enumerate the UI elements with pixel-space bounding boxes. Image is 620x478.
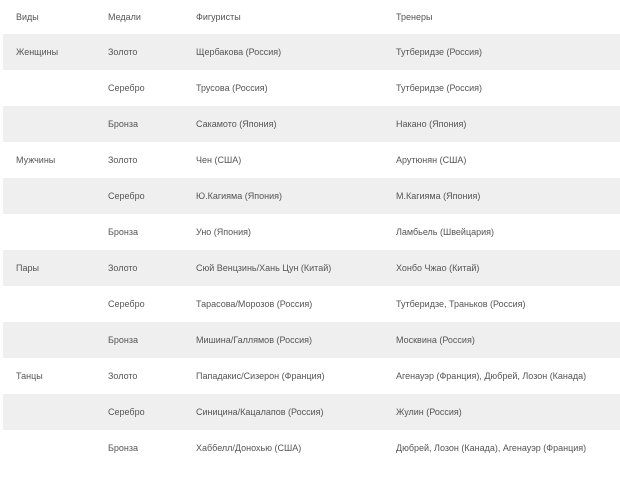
medal-cell: Золото: [108, 155, 138, 165]
medal-cell: Бронза: [108, 227, 139, 237]
table-row: Мужчины Золото Чен (США) Арутюнян (США): [3, 142, 620, 178]
skaters-cell: Трусова (Россия): [196, 83, 268, 93]
coaches-cell: Хонбо Чжао (Китай): [396, 250, 620, 286]
skaters-cell: Уно (Япония): [196, 227, 252, 237]
coaches-cell: Тутберидзе (Россия): [396, 83, 482, 93]
coaches-cell: Жулин (Россия): [396, 394, 620, 430]
header-medals: Медали: [108, 12, 141, 22]
discipline-cell: Пары: [3, 250, 108, 286]
table-row: Танцы Золото Пападакис/Сизерон (Франция) Аг…: [3, 358, 620, 394]
table-row: Бронза Хаббелл/Донохью (США) Дюбрей, Лозон…: [3, 430, 620, 466]
table-row: Серебро Тарасова/Морозов (Россия) Тутберид…: [3, 286, 620, 322]
coaches-cell: М.Кагияма (Япония): [396, 178, 620, 214]
coaches-cell: Дюбрей, Лозон (Канада), Агенауэр (Франци…: [396, 443, 587, 453]
medal-cell: Серебро: [108, 83, 145, 93]
header-disciplines: Виды: [16, 12, 39, 22]
discipline-cell: [3, 430, 108, 466]
discipline-cell: Женщины: [3, 34, 108, 70]
table-row: Серебро Ю.Кагияма (Япония) М.Кагияма (Япон…: [3, 178, 620, 214]
skaters-cell: Тарасова/Морозов (Россия): [196, 299, 313, 309]
medal-cell: Бронза: [108, 443, 139, 453]
medal-cell: Серебро: [108, 178, 196, 214]
discipline-cell: [3, 178, 108, 214]
skaters-cell: Сакамото (Япония): [196, 106, 396, 142]
skaters-cell: Ю.Кагияма (Япония): [196, 178, 396, 214]
discipline-cell: [3, 394, 108, 430]
table-row: Серебро Синицина/Кацалапов (Россия) Жулин …: [3, 394, 620, 430]
coaches-cell: Ламбьель (Швейцария): [396, 227, 495, 237]
skaters-cell: Чен (США): [196, 155, 242, 165]
header-skaters: Фигуристы: [196, 12, 241, 22]
discipline-cell: [3, 322, 108, 358]
medal-table: Виды Медали Фигуристы Тренеры Женщины Зол…: [3, 0, 620, 466]
skaters-cell: Хаббелл/Донохью (США): [196, 443, 302, 453]
medal-cell: Золото: [108, 34, 196, 70]
table-row: Бронза Сакамото (Япония) Накано (Япония): [3, 106, 620, 142]
discipline-cell: Танцы: [16, 371, 43, 381]
table-row: Женщины Золото Щербакова (Россия) Тутберидз…: [3, 34, 620, 70]
discipline-cell: [3, 106, 108, 142]
skaters-cell: Сюй Венцзинь/Хань Цун (Китай): [196, 250, 396, 286]
discipline-cell: Мужчины: [16, 155, 56, 165]
medal-cell: Золото: [108, 371, 138, 381]
medal-cell: Бронза: [108, 106, 196, 142]
medal-cell: Серебро: [108, 299, 145, 309]
coaches-cell: Агенауэр (Франция), Дюбрей, Лозон (Канад…: [396, 371, 587, 381]
table-row: Серебро Трусова (Россия) Тутберидзе (Росси…: [3, 70, 620, 106]
discipline-cell: [3, 286, 108, 322]
table-row: Бронза Мишина/Галлямов (Россия) Москвина (…: [3, 322, 620, 358]
coaches-cell: Тутберидзе, Траньков (Россия): [396, 299, 526, 309]
coaches-cell: Арутюнян (США): [396, 155, 467, 165]
medal-cell: Бронза: [108, 322, 196, 358]
skaters-cell: Синицина/Кацалапов (Россия): [196, 394, 396, 430]
discipline-cell: [3, 70, 108, 106]
coaches-cell: Тутберидзе (Россия): [396, 34, 620, 70]
header-coaches: Тренеры: [396, 12, 433, 22]
coaches-cell: Накано (Япония): [396, 106, 620, 142]
skaters-cell: Пападакис/Сизерон (Франция): [196, 371, 325, 381]
coaches-cell: Москвина (Россия): [396, 322, 620, 358]
skaters-cell: Щербакова (Россия): [196, 34, 396, 70]
header-row: Виды Медали Фигуристы Тренеры: [3, 0, 620, 34]
medal-cell: Серебро: [108, 394, 196, 430]
medal-cell: Золото: [108, 250, 196, 286]
discipline-cell: [3, 214, 108, 250]
table-row: Пары Золото Сюй Венцзинь/Хань Цун (Китай) Х…: [3, 250, 620, 286]
table-row: Бронза Уно (Япония) Ламбьель (Швейцария): [3, 214, 620, 250]
skaters-cell: Мишина/Галлямов (Россия): [196, 322, 396, 358]
